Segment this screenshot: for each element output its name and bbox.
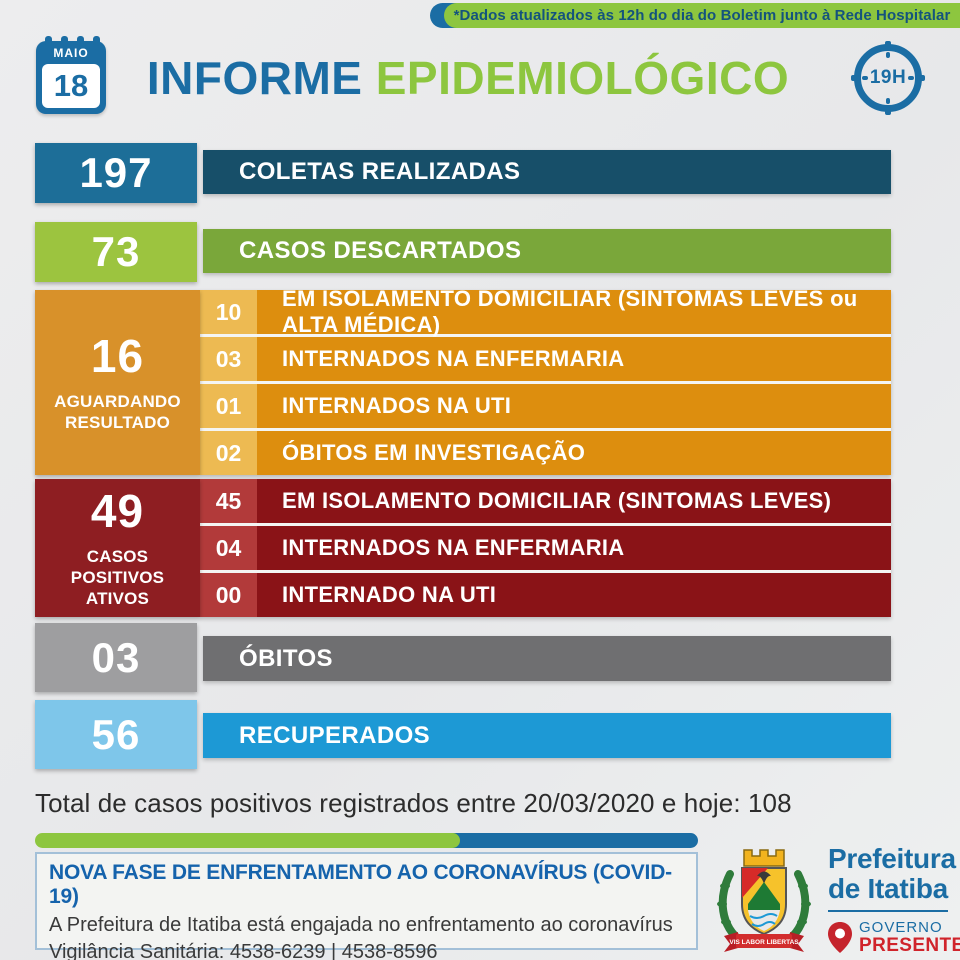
stat-group-value: 49 — [90, 484, 145, 537]
stat-subrow: 45 EM ISOLAMENTO DOMICILIAR (SINTOMAS LE… — [200, 479, 891, 523]
stat-row-obitos: 03 ÓBITOS — [35, 623, 891, 692]
map-pin-icon — [828, 921, 852, 953]
clock-tick-icon — [862, 76, 868, 80]
stat-subrows: 10 EM ISOLAMENTO DOMICILIAR (SINTOMAS LE… — [200, 286, 891, 475]
subrow-value: 03 — [200, 337, 257, 381]
footer-accent-bar — [35, 833, 698, 848]
subrow-label: INTERNADOS NA ENFERMARIA — [257, 337, 891, 381]
itatiba-coat-of-arms-icon: VIS LABOR LIBERTAS — [717, 849, 811, 952]
subrow-value: 00 — [200, 573, 257, 617]
calendar-icon: MAIO 18 — [36, 36, 106, 114]
footer-heading: NOVA FASE DE ENFRENTAMENTO AO CORONAVÍRU… — [49, 861, 672, 908]
title-informe: INFORME — [146, 52, 363, 104]
top-note-text: *Dados atualizados às 12h do dia do Bole… — [453, 7, 951, 24]
stat-label-bar: CASOS DESCARTADOS — [203, 229, 891, 273]
subrow-value: 01 — [200, 384, 257, 428]
page-title: INFORME EPIDEMIOLÓGICO — [122, 38, 814, 118]
clock-tick-icon — [886, 98, 890, 104]
calendar-ring-icon — [93, 36, 100, 46]
clock-tick-icon — [851, 75, 859, 81]
subrow-value: 02 — [200, 431, 257, 475]
stat-row-descartados: 73 CASOS DESCARTADOS — [35, 222, 891, 282]
header: MAIO 18 INFORME EPIDEMIOLÓGICO 19H — [36, 36, 925, 118]
clock-tick-icon — [886, 52, 890, 58]
top-note-green-bar: *Dados atualizados às 12h do dia do Bole… — [444, 3, 960, 28]
stats-list: 197 COLETAS REALIZADAS 73 CASOS DESCARTA… — [35, 143, 891, 769]
coat-motto: VIS LABOR LIBERTAS — [729, 939, 799, 946]
footer-line-vigilancia: Vigilância Sanitária: 4538-6239 | 4538-8… — [49, 941, 438, 960]
stat-subrow: 02 ÓBITOS EM INVESTIGAÇÃO — [200, 431, 891, 475]
clock-tick-icon — [917, 75, 925, 81]
governo-presente-lockup: GOVERNO PRESENTE — [828, 919, 960, 956]
footer-accent-blue — [415, 833, 698, 848]
stat-group-value: 16 — [90, 329, 145, 382]
stat-subrow: 00 INTERNADO NA UTI — [200, 573, 891, 617]
clock-icon: 19H — [851, 41, 925, 115]
stat-subrow: 01 INTERNADOS NA UTI — [200, 384, 891, 428]
stat-group-aguardando: 16 AGUARDANDO RESULTADO 10 EM ISOLAMENTO… — [35, 286, 891, 475]
stat-subrow: 03 INTERNADOS NA ENFERMARIA — [200, 337, 891, 381]
stat-label-bar: ÓBITOS — [203, 636, 891, 681]
calendar-ring-icon — [77, 36, 84, 46]
stat-group-box: 16 AGUARDANDO RESULTADO — [35, 290, 200, 475]
subrow-label: EM ISOLAMENTO DOMICILIAR (SINTOMAS LEVES… — [257, 479, 891, 523]
stat-value-box: 197 — [35, 143, 197, 203]
stat-value-box: 73 — [35, 222, 197, 282]
presente-label: PRESENTE — [859, 935, 960, 956]
subrow-value: 04 — [200, 526, 257, 570]
stat-value-box: 03 — [35, 623, 197, 692]
stat-row-recuperados: 56 RECUPERADOS — [35, 700, 891, 769]
calendar-day: 18 — [42, 64, 100, 108]
footer-info-box: NOVA FASE DE ENFRENTAMENTO AO CORONAVÍRU… — [35, 852, 698, 960]
calendar-month: MAIO — [53, 46, 89, 60]
title-epidemiologico: EPIDEMIOLÓGICO — [375, 52, 790, 104]
stat-subrows: 45 EM ISOLAMENTO DOMICILIAR (SINTOMAS LE… — [200, 479, 891, 617]
clock-tick-icon — [908, 76, 914, 80]
stat-label-bar: RECUPERADOS — [203, 713, 891, 758]
subrow-label: ÓBITOS EM INVESTIGAÇÃO — [257, 431, 891, 475]
top-note-bar: *Dados atualizados às 12h do dia do Bole… — [430, 3, 960, 28]
clock-tick-icon — [885, 107, 891, 115]
footer-accent-green — [35, 833, 460, 848]
stat-group-box: 49 CASOS POSITIVOS ATIVOS — [35, 479, 200, 617]
subrow-label: INTERNADOS NA UTI — [257, 384, 891, 428]
stat-subrow: 04 INTERNADOS NA ENFERMARIA — [200, 526, 891, 570]
clock-tick-icon — [885, 41, 891, 49]
subrow-value: 10 — [200, 290, 257, 334]
total-cases-line: Total de casos positivos registrados ent… — [35, 788, 792, 818]
brand-divider — [828, 910, 948, 912]
calendar-ring-icon — [61, 36, 68, 46]
stat-group-label: CASOS POSITIVOS ATIVOS — [70, 546, 165, 608]
governo-label: GOVERNO — [859, 919, 943, 936]
stat-group-label: AGUARDANDO RESULTADO — [54, 391, 181, 432]
subrow-value: 45 — [200, 479, 257, 523]
stat-subrow: 10 EM ISOLAMENTO DOMICILIAR (SINTOMAS LE… — [200, 286, 891, 337]
stat-value-box: 56 — [35, 700, 197, 769]
brand-area: VIS LABOR LIBERTAS Prefeitura de Itatiba… — [712, 840, 960, 956]
clock-time: 19H — [869, 67, 907, 88]
subrow-label: EM ISOLAMENTO DOMICILIAR (SINTOMAS LEVES… — [257, 286, 891, 337]
stat-row-coletas: 197 COLETAS REALIZADAS — [35, 143, 891, 203]
footer-line-engagement: A Prefeitura de Itatiba está engajada no… — [49, 914, 673, 936]
brand-name: Prefeitura de Itatiba — [828, 843, 956, 904]
subrow-label: INTERNADO NA UTI — [257, 573, 891, 617]
stat-label-bar: COLETAS REALIZADAS — [203, 150, 891, 194]
stat-group-positivos: 49 CASOS POSITIVOS ATIVOS 45 EM ISOLAMEN… — [35, 479, 891, 617]
calendar-ring-icon — [45, 36, 52, 46]
subrow-label: INTERNADOS NA ENFERMARIA — [257, 526, 891, 570]
